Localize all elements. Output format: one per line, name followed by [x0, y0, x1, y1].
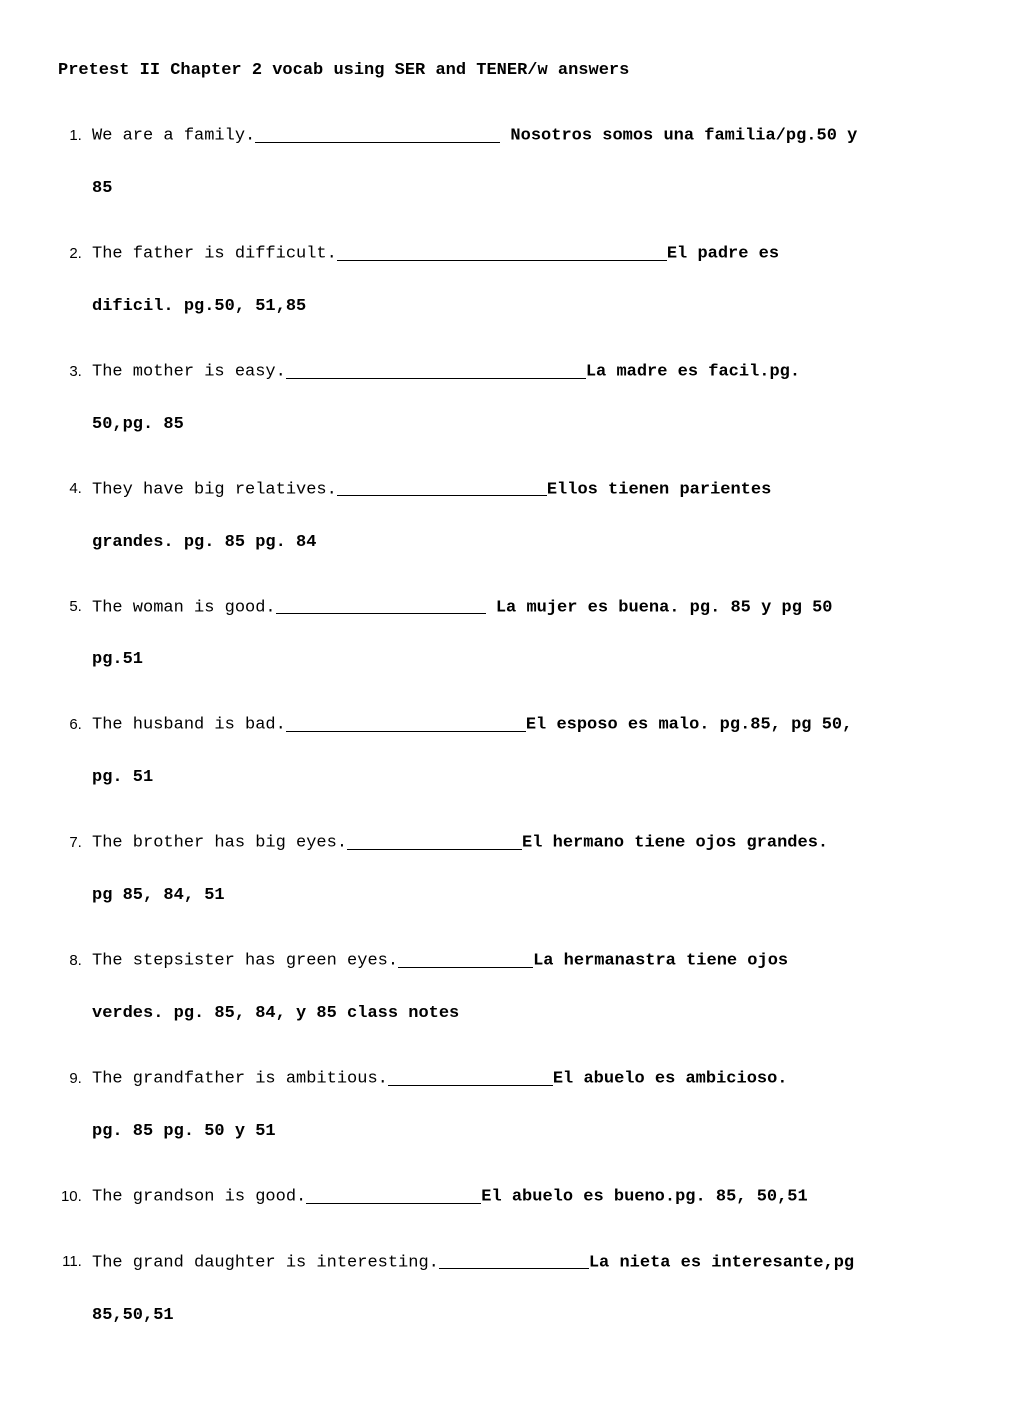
answer-continuation: grandes. pg. 85 pg. 84: [92, 532, 962, 554]
question-list: We are a family. Nosotros somos una fami…: [58, 120, 962, 1327]
question-item: The grandfather is ambitious. El abuelo e…: [86, 1063, 962, 1143]
question-item: The mother is easy. La madre es facil.pg.…: [86, 356, 962, 436]
question-item: They have big relatives. Ellos tienen par…: [86, 474, 962, 554]
page-title: Pretest II Chapter 2 vocab using SER and…: [58, 60, 962, 82]
answer-text: El abuelo es ambicioso.: [553, 1070, 788, 1089]
question-item: The stepsister has green eyes. La hermana…: [86, 945, 962, 1025]
answer-blank: [347, 830, 522, 850]
answer-continuation: 85,50,51: [92, 1305, 962, 1327]
question-item: The grand daughter is interesting. La nie…: [86, 1247, 962, 1327]
answer-blank: [286, 359, 586, 379]
question-item: The husband is bad. El esposo es malo. pg…: [86, 709, 962, 789]
answer-text: Ellos tienen parientes: [547, 480, 771, 499]
answer-blank: [255, 123, 500, 143]
prompt-text: The grandson is good.: [92, 1188, 306, 1207]
prompt-text: The woman is good.: [92, 598, 276, 617]
question-item: The grandson is good. El abuelo es bueno.…: [86, 1181, 962, 1209]
question-item: We are a family. Nosotros somos una fami…: [86, 120, 962, 200]
answer-blank: [276, 595, 486, 615]
prompt-text: We are a family.: [92, 127, 255, 146]
question-item: The brother has big eyes. El hermano tien…: [86, 827, 962, 907]
answer-blank: [439, 1250, 589, 1270]
answer-text: El abuelo es bueno.pg. 85, 50,51: [481, 1188, 807, 1207]
answer-continuation: pg. 51: [92, 767, 962, 789]
answer-continuation: 50,pg. 85: [92, 414, 962, 436]
prompt-text: The father is difficult.: [92, 245, 337, 264]
answer-text: El padre es: [667, 245, 779, 264]
question-item: The father is difficult. El padre es dific…: [86, 238, 962, 318]
answer-blank: [337, 241, 667, 261]
answer-text: La mujer es buena. pg. 85 y pg 50: [486, 598, 833, 617]
answer-continuation: verdes. pg. 85, 84, y 85 class notes: [92, 1003, 962, 1025]
answer-text: La madre es facil.pg.: [586, 363, 800, 382]
answer-text: La hermanastra tiene ojos: [533, 952, 788, 971]
question-item: The woman is good. La mujer es buena. pg…: [86, 592, 962, 672]
answer-blank: [337, 477, 547, 497]
answer-text: El hermano tiene ojos grandes.: [522, 834, 828, 853]
prompt-text: The brother has big eyes.: [92, 834, 347, 853]
prompt-text: The grandfather is ambitious.: [92, 1070, 388, 1089]
answer-blank: [306, 1184, 481, 1204]
prompt-text: The mother is easy.: [92, 363, 286, 382]
answer-blank: [286, 712, 526, 732]
prompt-text: They have big relatives.: [92, 480, 337, 499]
prompt-text: The grand daughter is interesting.: [92, 1253, 439, 1272]
answer-continuation: 85: [92, 178, 962, 200]
answer-blank: [388, 1066, 553, 1086]
prompt-text: The husband is bad.: [92, 716, 286, 735]
prompt-text: The stepsister has green eyes.: [92, 952, 398, 971]
answer-text: Nosotros somos una familia/pg.50 y: [500, 127, 857, 146]
answer-continuation: pg 85, 84, 51: [92, 885, 962, 907]
answer-text: El esposo es malo. pg.85, pg 50,: [526, 716, 852, 735]
answer-blank: [398, 948, 533, 968]
answer-continuation: pg.51: [92, 649, 962, 671]
answer-continuation: dificil. pg.50, 51,85: [92, 296, 962, 318]
answer-continuation: pg. 85 pg. 50 y 51: [92, 1121, 962, 1143]
answer-text: La nieta es interesante,pg: [589, 1253, 854, 1272]
